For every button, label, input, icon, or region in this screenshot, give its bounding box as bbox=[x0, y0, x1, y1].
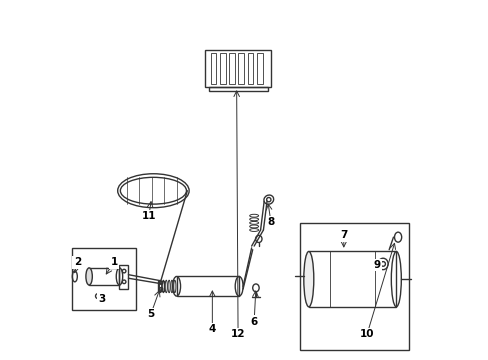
Bar bbox=[119, 265, 127, 289]
Bar bbox=[72, 248, 135, 310]
Text: 7: 7 bbox=[340, 230, 347, 240]
Text: 3: 3 bbox=[98, 294, 105, 303]
Text: 11: 11 bbox=[141, 211, 156, 221]
Ellipse shape bbox=[303, 251, 313, 307]
Ellipse shape bbox=[86, 268, 92, 285]
Bar bbox=[89, 267, 119, 285]
Bar bbox=[238, 53, 244, 84]
Text: 2: 2 bbox=[74, 257, 81, 267]
Text: 1: 1 bbox=[110, 257, 118, 267]
Bar bbox=[176, 276, 239, 296]
Bar bbox=[158, 281, 164, 292]
Bar bbox=[299, 223, 408, 350]
Bar bbox=[257, 53, 262, 84]
Bar bbox=[210, 53, 216, 84]
Text: 12: 12 bbox=[230, 329, 245, 339]
Bar bbox=[208, 87, 267, 91]
Bar bbox=[229, 53, 234, 84]
Bar bbox=[205, 50, 271, 87]
Text: 9: 9 bbox=[372, 260, 380, 270]
Text: 4: 4 bbox=[208, 324, 216, 334]
Bar bbox=[220, 53, 225, 84]
Bar bbox=[247, 53, 253, 84]
Text: 10: 10 bbox=[359, 329, 373, 339]
Text: 6: 6 bbox=[250, 317, 257, 327]
Bar bbox=[308, 251, 395, 307]
Text: 5: 5 bbox=[147, 309, 154, 319]
Text: 8: 8 bbox=[267, 217, 274, 227]
